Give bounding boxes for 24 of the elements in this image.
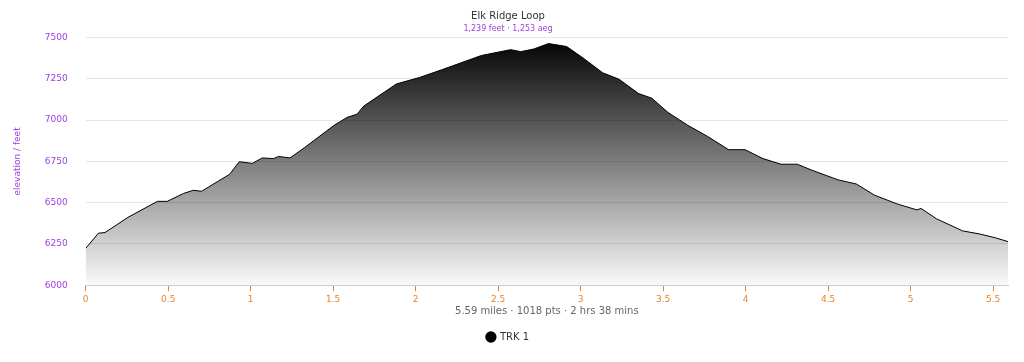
y-tick-label: 6750 xyxy=(44,155,68,166)
x-tick-label: 3.5 xyxy=(656,293,671,304)
x-tick-label: 2 xyxy=(412,293,419,304)
y-tick-label: 6500 xyxy=(44,197,68,208)
x-tick-label: 5.5 xyxy=(985,293,1001,304)
y-axis-title: elevation / feet xyxy=(11,126,22,196)
y-tick-label: 7500 xyxy=(44,31,68,42)
y-tick-label: 6000 xyxy=(44,279,68,290)
x-tick-label: 4 xyxy=(742,293,749,304)
y-tick-label: 7000 xyxy=(44,114,68,125)
legend-label: TRK 1 xyxy=(498,330,530,342)
chart-title: Elk Ridge Loop xyxy=(471,9,545,21)
x-tick-label: 4.5 xyxy=(821,293,836,304)
y-tick-label: 6250 xyxy=(44,238,68,249)
x-tick-label: 2.5 xyxy=(491,293,506,304)
x-tick-label: 5 xyxy=(907,293,914,304)
text: 5.59 miles · 1018 pts · 2 hrs 38 mins xyxy=(455,304,639,316)
x-tick-label: 1 xyxy=(247,293,254,304)
chart-subtitle: 1,239 feet · 1,253 aeg xyxy=(463,23,553,33)
y-tick-label: 7250 xyxy=(44,73,68,84)
x-tick-label: 0 xyxy=(82,293,89,304)
x-tick-label: 3 xyxy=(577,293,584,304)
x-tick-label: 1.5 xyxy=(326,293,341,304)
x-tick-label: 0.5 xyxy=(161,293,176,304)
